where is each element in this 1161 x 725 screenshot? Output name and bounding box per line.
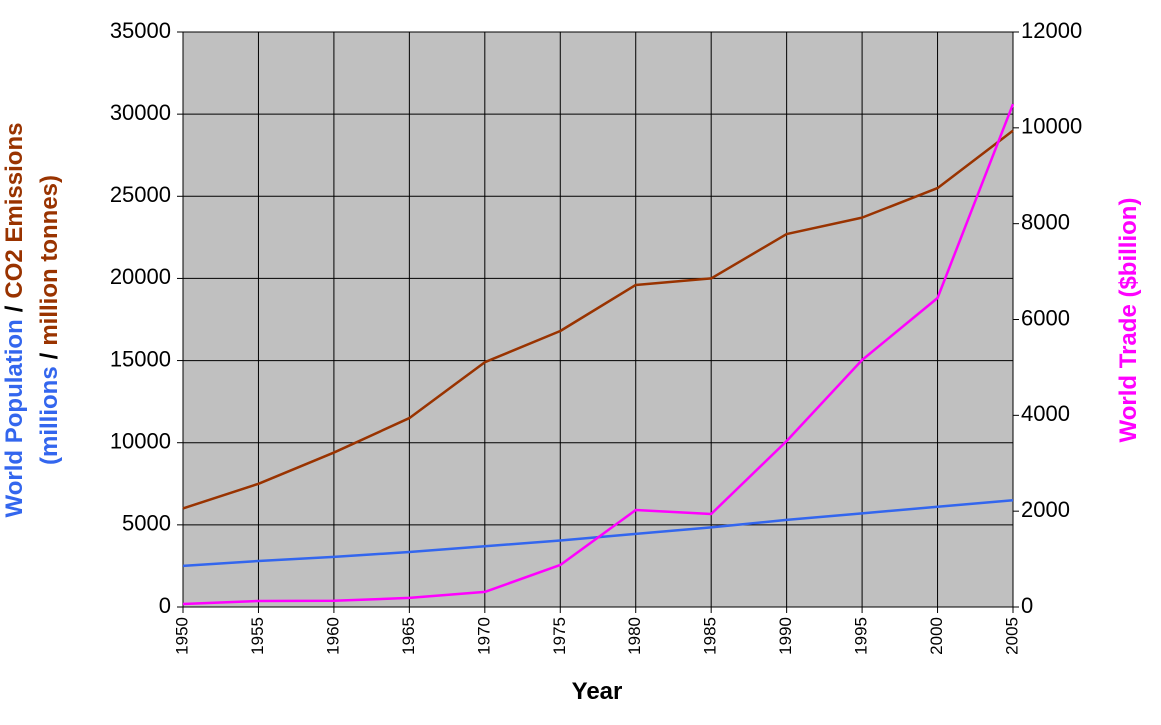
x-tick-label: 1950 xyxy=(172,617,191,655)
y-tick-label: 35000 xyxy=(110,18,171,43)
plot-area xyxy=(183,32,1013,607)
x-tick-label: 1965 xyxy=(399,617,418,655)
x-tick-label: 1970 xyxy=(474,617,493,655)
y-tick-label: 10000 xyxy=(110,429,171,454)
x-tick-label: 2000 xyxy=(927,617,946,655)
x-tick-label: 1960 xyxy=(323,617,342,655)
y2-tick-label: 8000 xyxy=(1021,209,1070,234)
data-line xyxy=(182,103,1015,606)
x-tick-label: 1975 xyxy=(550,617,569,655)
y-axis-title: (millions / million tonnes) xyxy=(36,175,63,465)
y-tick-label: 30000 xyxy=(110,100,171,125)
y2-tick-label: 0 xyxy=(1021,593,1033,618)
x-tick-label: 1955 xyxy=(248,617,267,655)
y-tick-label: 5000 xyxy=(122,511,171,536)
y-tick-label: 20000 xyxy=(110,264,171,289)
y-tick-label: 0 xyxy=(159,593,171,618)
y2-tick-label: 10000 xyxy=(1021,114,1082,139)
y-axis-title-part: World Population xyxy=(1,319,28,517)
plot-border xyxy=(182,31,1014,608)
x-tick-label: 1980 xyxy=(625,617,644,655)
y-axis-title-part: CO2 Emissions xyxy=(1,123,28,299)
y-tick-label: 15000 xyxy=(110,346,171,371)
y-axis-title-part: million tonnes) xyxy=(36,175,63,346)
y-axis-title-part: (millions xyxy=(36,366,63,465)
y2-axis-title: World Trade ($billion) xyxy=(1115,198,1142,443)
y2-tick-label: 2000 xyxy=(1021,497,1070,522)
y-axis-title-part: / xyxy=(1,305,28,312)
x-tick-label: 1990 xyxy=(776,617,795,655)
data-line xyxy=(182,129,1014,510)
x-axis-title: Year xyxy=(572,678,623,705)
y-axis-title: World Population / CO2 Emissions xyxy=(1,123,28,518)
x-tick-label: 1995 xyxy=(852,617,871,655)
y-axis-title-part: / xyxy=(36,352,63,359)
x-tick-label: 2005 xyxy=(1002,617,1021,655)
y2-tick-label: 4000 xyxy=(1021,401,1070,426)
x-tick-label: 1985 xyxy=(701,617,720,655)
y2-tick-label: 6000 xyxy=(1021,305,1070,330)
y2-tick-label: 12000 xyxy=(1021,18,1082,43)
y-tick-label: 25000 xyxy=(110,182,171,207)
